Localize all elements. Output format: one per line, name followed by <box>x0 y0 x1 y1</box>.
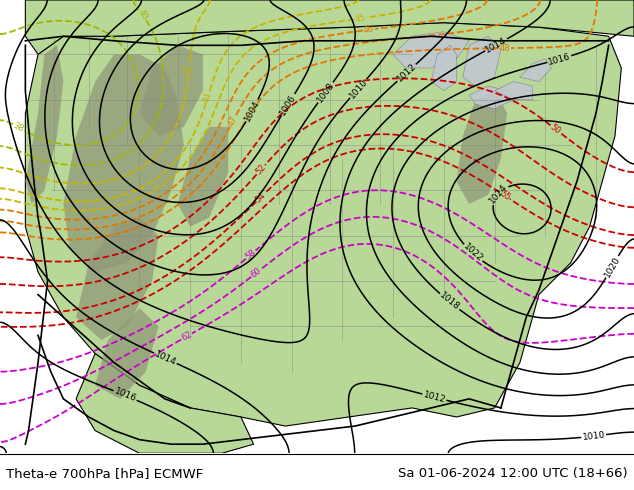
Polygon shape <box>469 86 514 109</box>
Polygon shape <box>520 59 552 82</box>
Text: 1016: 1016 <box>547 51 571 67</box>
Text: 45: 45 <box>354 13 366 24</box>
Text: 38: 38 <box>11 121 25 134</box>
Text: 1014: 1014 <box>484 35 508 54</box>
Text: 47: 47 <box>226 115 240 128</box>
Text: 1010: 1010 <box>582 430 605 442</box>
Text: 52: 52 <box>254 163 268 176</box>
Polygon shape <box>178 127 228 226</box>
Polygon shape <box>95 308 158 399</box>
Text: 44: 44 <box>202 91 214 103</box>
Text: 1024: 1024 <box>488 182 509 206</box>
Text: 40: 40 <box>136 8 149 22</box>
Text: Sa 01-06-2024 12:00 UTC (18+66): Sa 01-06-2024 12:00 UTC (18+66) <box>398 467 628 480</box>
Text: 1012: 1012 <box>395 62 418 84</box>
Text: 46: 46 <box>363 24 375 35</box>
Text: 48: 48 <box>500 44 510 53</box>
Text: 42: 42 <box>184 64 194 75</box>
Text: 1006: 1006 <box>278 93 298 117</box>
Text: 54: 54 <box>254 190 268 204</box>
Text: 1018: 1018 <box>437 291 462 313</box>
Polygon shape <box>463 36 501 86</box>
Text: 1016: 1016 <box>113 387 138 404</box>
Text: 1008: 1008 <box>315 80 336 104</box>
Polygon shape <box>456 91 507 204</box>
Polygon shape <box>63 54 184 272</box>
Polygon shape <box>76 354 254 453</box>
Polygon shape <box>25 0 634 54</box>
Text: 58: 58 <box>243 248 257 262</box>
Polygon shape <box>139 46 203 136</box>
Polygon shape <box>495 82 533 99</box>
Text: 55: 55 <box>498 189 512 202</box>
Polygon shape <box>76 218 158 340</box>
Text: 50: 50 <box>548 122 562 136</box>
Text: 62: 62 <box>180 330 193 343</box>
Text: 1010: 1010 <box>347 77 370 100</box>
Polygon shape <box>431 46 456 91</box>
Text: 1022: 1022 <box>462 242 484 264</box>
Text: Theta-e 700hPa [hPa] ECMWF: Theta-e 700hPa [hPa] ECMWF <box>6 467 204 480</box>
Text: 60: 60 <box>249 266 263 280</box>
Polygon shape <box>393 32 469 68</box>
Text: 1014: 1014 <box>153 349 178 367</box>
Text: 1012: 1012 <box>422 390 446 404</box>
Text: 1020: 1020 <box>602 255 622 279</box>
Text: 1004: 1004 <box>243 98 262 123</box>
Polygon shape <box>25 23 621 426</box>
Polygon shape <box>25 46 63 204</box>
